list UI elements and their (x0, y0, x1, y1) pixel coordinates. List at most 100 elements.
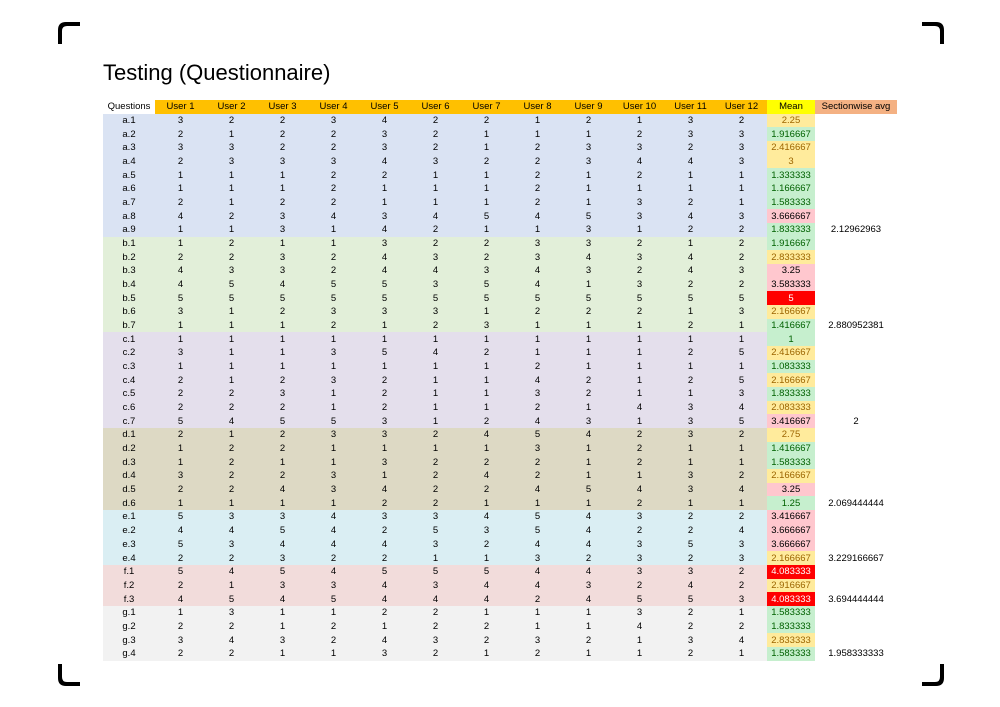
user-11-score-cell: 3 (665, 127, 716, 142)
table-row: d.4 3 2 2 3 1 2 4 2 1 1 3 2 2.166667 (103, 469, 897, 483)
table-row: c.2 3 1 1 3 5 4 2 1 1 1 2 5 2.416667 (103, 346, 897, 360)
user-4-score-cell: 3 (308, 428, 359, 442)
user-10-score-cell: 3 (614, 510, 665, 524)
user-11-score-cell: 4 (665, 154, 716, 169)
mean-cell: 3.25 (767, 482, 815, 497)
user-12-score-cell: 3 (716, 592, 767, 606)
user-11-score-cell: 2 (665, 619, 716, 634)
user-7-score-cell: 2 (461, 113, 512, 128)
user-1-score-cell: 1 (155, 441, 206, 456)
user-9-score-cell: 1 (563, 168, 614, 183)
mean-cell: 2.083333 (767, 400, 815, 415)
user-2-score-cell: 2 (206, 619, 257, 634)
user-7-score-cell: 2 (461, 482, 512, 497)
user-6-score-cell: 5 (410, 564, 461, 579)
user-6-score-cell: 2 (410, 127, 461, 142)
user-12-score-cell: 1 (716, 605, 767, 620)
user-5-score-cell: 1 (359, 332, 410, 347)
sectionwise-avg-cell (815, 168, 897, 183)
user-5-score-cell: 1 (359, 318, 410, 333)
sectionwise-avg-cell (815, 154, 897, 169)
user-12-score-cell: 1 (716, 332, 767, 347)
user-1-score-cell: 3 (155, 346, 206, 360)
user-10-score-cell: 2 (614, 305, 665, 319)
table-row: f.1 5 4 5 4 5 5 5 4 4 3 3 2 4.083333 (103, 564, 897, 579)
user-6-score-cell: 1 (410, 332, 461, 347)
user-1-score-cell: 3 (155, 113, 206, 128)
user-12-score-cell: 4 (716, 523, 767, 538)
user-6-score-cell: 2 (410, 236, 461, 251)
user-2-score-cell: 3 (206, 537, 257, 552)
user-3-score-cell: 4 (257, 482, 308, 497)
user-4-score-cell: 5 (308, 291, 359, 306)
user-10-score-cell: 4 (614, 619, 665, 634)
user-9-score-cell: 3 (563, 141, 614, 155)
user-3-score-cell: 3 (257, 633, 308, 647)
header-user-8: User 8 (512, 100, 563, 114)
user-4-score-cell: 2 (308, 127, 359, 142)
user-12-score-cell: 2 (716, 510, 767, 524)
user-2-score-cell: 3 (206, 141, 257, 155)
user-1-score-cell: 2 (155, 127, 206, 142)
user-2-score-cell: 2 (206, 250, 257, 265)
user-5-score-cell: 5 (359, 277, 410, 292)
user-1-score-cell: 5 (155, 564, 206, 579)
question-id-cell: b.2 (103, 250, 155, 265)
user-5-score-cell: 1 (359, 359, 410, 374)
user-3-score-cell: 5 (257, 291, 308, 306)
user-12-score-cell: 1 (716, 646, 767, 661)
user-12-score-cell: 1 (716, 318, 767, 333)
user-5-score-cell: 4 (359, 537, 410, 552)
user-1-score-cell: 2 (155, 578, 206, 593)
user-5-score-cell: 3 (359, 305, 410, 319)
mean-cell: 1 (767, 332, 815, 347)
user-10-score-cell: 2 (614, 236, 665, 251)
question-id-cell: g.2 (103, 619, 155, 634)
table-row: a.7 2 1 2 2 1 1 1 2 1 3 2 1 1.583333 (103, 195, 897, 210)
header-user-12: User 12 (716, 100, 767, 114)
sectionwise-avg-cell (815, 332, 897, 347)
sectionwise-avg-cell (815, 305, 897, 319)
user-12-score-cell: 2 (716, 428, 767, 442)
user-1-score-cell: 1 (155, 359, 206, 374)
user-11-score-cell: 1 (665, 359, 716, 374)
user-7-score-cell: 1 (461, 127, 512, 142)
corner-mark-top-right (922, 22, 944, 44)
table-row: c.1 1 1 1 1 1 1 1 1 1 1 1 1 1 (103, 332, 897, 347)
sectionwise-avg-cell (815, 387, 897, 401)
user-3-score-cell: 2 (257, 469, 308, 483)
user-7-score-cell: 1 (461, 441, 512, 456)
question-id-cell: c.3 (103, 359, 155, 374)
sectionwise-avg-cell (815, 564, 897, 579)
user-1-score-cell: 2 (155, 154, 206, 169)
user-8-score-cell: 4 (512, 578, 563, 593)
mean-cell: 3.25 (767, 264, 815, 278)
table-row: a.6 1 1 1 2 1 1 1 2 1 1 1 1 1.166667 (103, 182, 897, 196)
user-5-score-cell: 5 (359, 346, 410, 360)
user-9-score-cell: 2 (563, 373, 614, 388)
user-3-score-cell: 3 (257, 250, 308, 265)
user-3-score-cell: 2 (257, 305, 308, 319)
table-row: f.3 4 5 4 5 4 4 4 2 4 5 5 3 4.083333 3.694444444 (103, 592, 897, 606)
user-6-score-cell: 2 (410, 646, 461, 661)
user-11-score-cell: 5 (665, 537, 716, 552)
user-4-score-cell: 3 (308, 154, 359, 169)
user-11-score-cell: 3 (665, 564, 716, 579)
sectionwise-avg-cell (815, 264, 897, 278)
user-6-score-cell: 4 (410, 592, 461, 606)
user-12-score-cell: 1 (716, 455, 767, 470)
user-5-score-cell: 3 (359, 510, 410, 524)
user-9-score-cell: 1 (563, 400, 614, 415)
table-row: c.6 2 2 2 1 2 1 1 2 1 4 3 4 2.083333 (103, 400, 897, 415)
user-11-score-cell: 2 (665, 510, 716, 524)
user-8-score-cell: 2 (512, 469, 563, 483)
user-1-score-cell: 2 (155, 387, 206, 401)
question-id-cell: c.2 (103, 346, 155, 360)
user-12-score-cell: 1 (716, 441, 767, 456)
user-3-score-cell: 1 (257, 346, 308, 360)
user-9-score-cell: 1 (563, 469, 614, 483)
user-12-score-cell: 3 (716, 264, 767, 278)
question-id-cell: e.4 (103, 551, 155, 565)
user-11-score-cell: 1 (665, 305, 716, 319)
user-3-score-cell: 3 (257, 551, 308, 565)
